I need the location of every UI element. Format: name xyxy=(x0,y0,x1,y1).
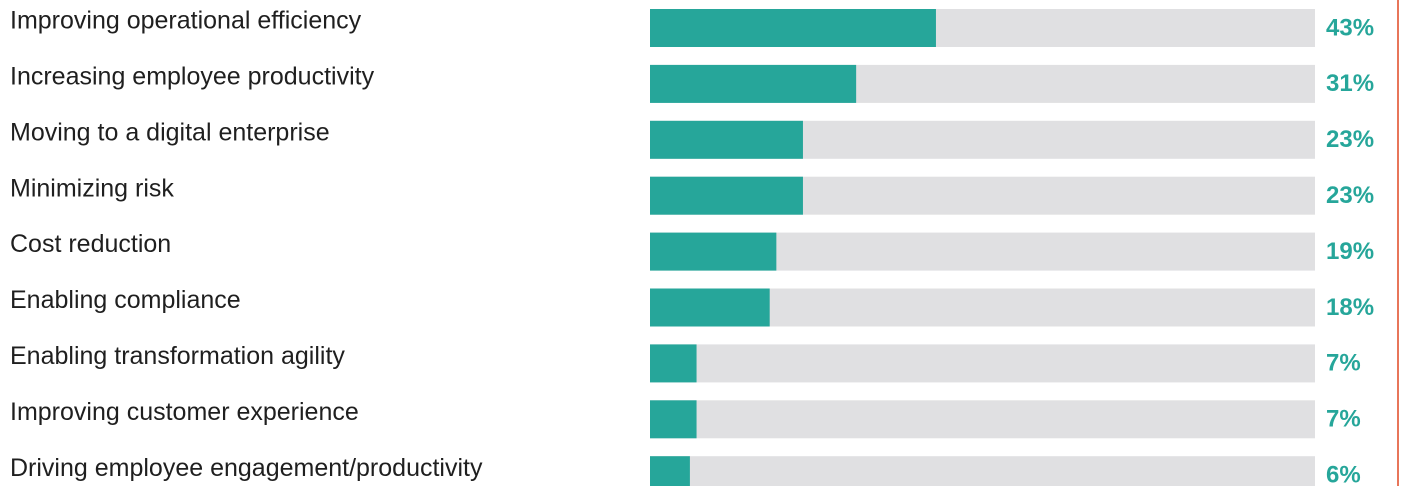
bar-track xyxy=(650,344,1315,383)
bar-track xyxy=(650,400,1315,439)
value-label: 7% xyxy=(1326,406,1361,433)
bar-row: Improving operational efficiency 43% xyxy=(10,7,1374,47)
bar-row: Moving to a digital enterprise 23% xyxy=(10,118,1374,159)
bar-row: Minimizing risk 23% xyxy=(10,174,1374,215)
value-label: 18% xyxy=(1326,294,1374,321)
category-label: Enabling compliance xyxy=(10,286,241,314)
bar-row: Enabling transformation agility 7% xyxy=(10,342,1361,383)
category-label: Improving operational efficiency xyxy=(10,7,362,35)
value-label: 7% xyxy=(1326,350,1361,377)
bar-row: Driving employee engagement/productivity… xyxy=(10,454,1361,486)
category-label: Minimizing risk xyxy=(10,174,174,202)
bar xyxy=(650,400,697,439)
bar xyxy=(650,9,936,47)
bar-row: Cost reduction 19% xyxy=(10,230,1374,271)
value-label: 23% xyxy=(1326,126,1374,153)
bar-row: Improving customer experience 7% xyxy=(10,398,1361,439)
category-label: Improving customer experience xyxy=(10,398,359,426)
bar xyxy=(650,232,777,271)
bar xyxy=(650,288,770,327)
bar-track xyxy=(650,456,1315,486)
bar xyxy=(650,176,803,215)
bar xyxy=(650,120,803,159)
category-label: Moving to a digital enterprise xyxy=(10,118,330,146)
bar-row: Enabling compliance 18% xyxy=(10,286,1374,327)
bar xyxy=(650,344,697,383)
category-label: Enabling transformation agility xyxy=(10,342,345,370)
bar xyxy=(650,456,690,486)
value-label: 6% xyxy=(1326,462,1361,486)
category-label: Driving employee engagement/productivity xyxy=(10,454,483,482)
value-label: 19% xyxy=(1326,238,1374,265)
value-label: 31% xyxy=(1326,70,1374,97)
category-label: Cost reduction xyxy=(10,230,171,258)
right-divider-line xyxy=(1397,0,1399,486)
value-label: 43% xyxy=(1326,14,1374,41)
category-label: Increasing employee productivity xyxy=(10,63,375,91)
bar xyxy=(650,64,857,103)
bar-row: Increasing employee productivity 31% xyxy=(10,63,1374,103)
value-label: 23% xyxy=(1326,182,1374,209)
